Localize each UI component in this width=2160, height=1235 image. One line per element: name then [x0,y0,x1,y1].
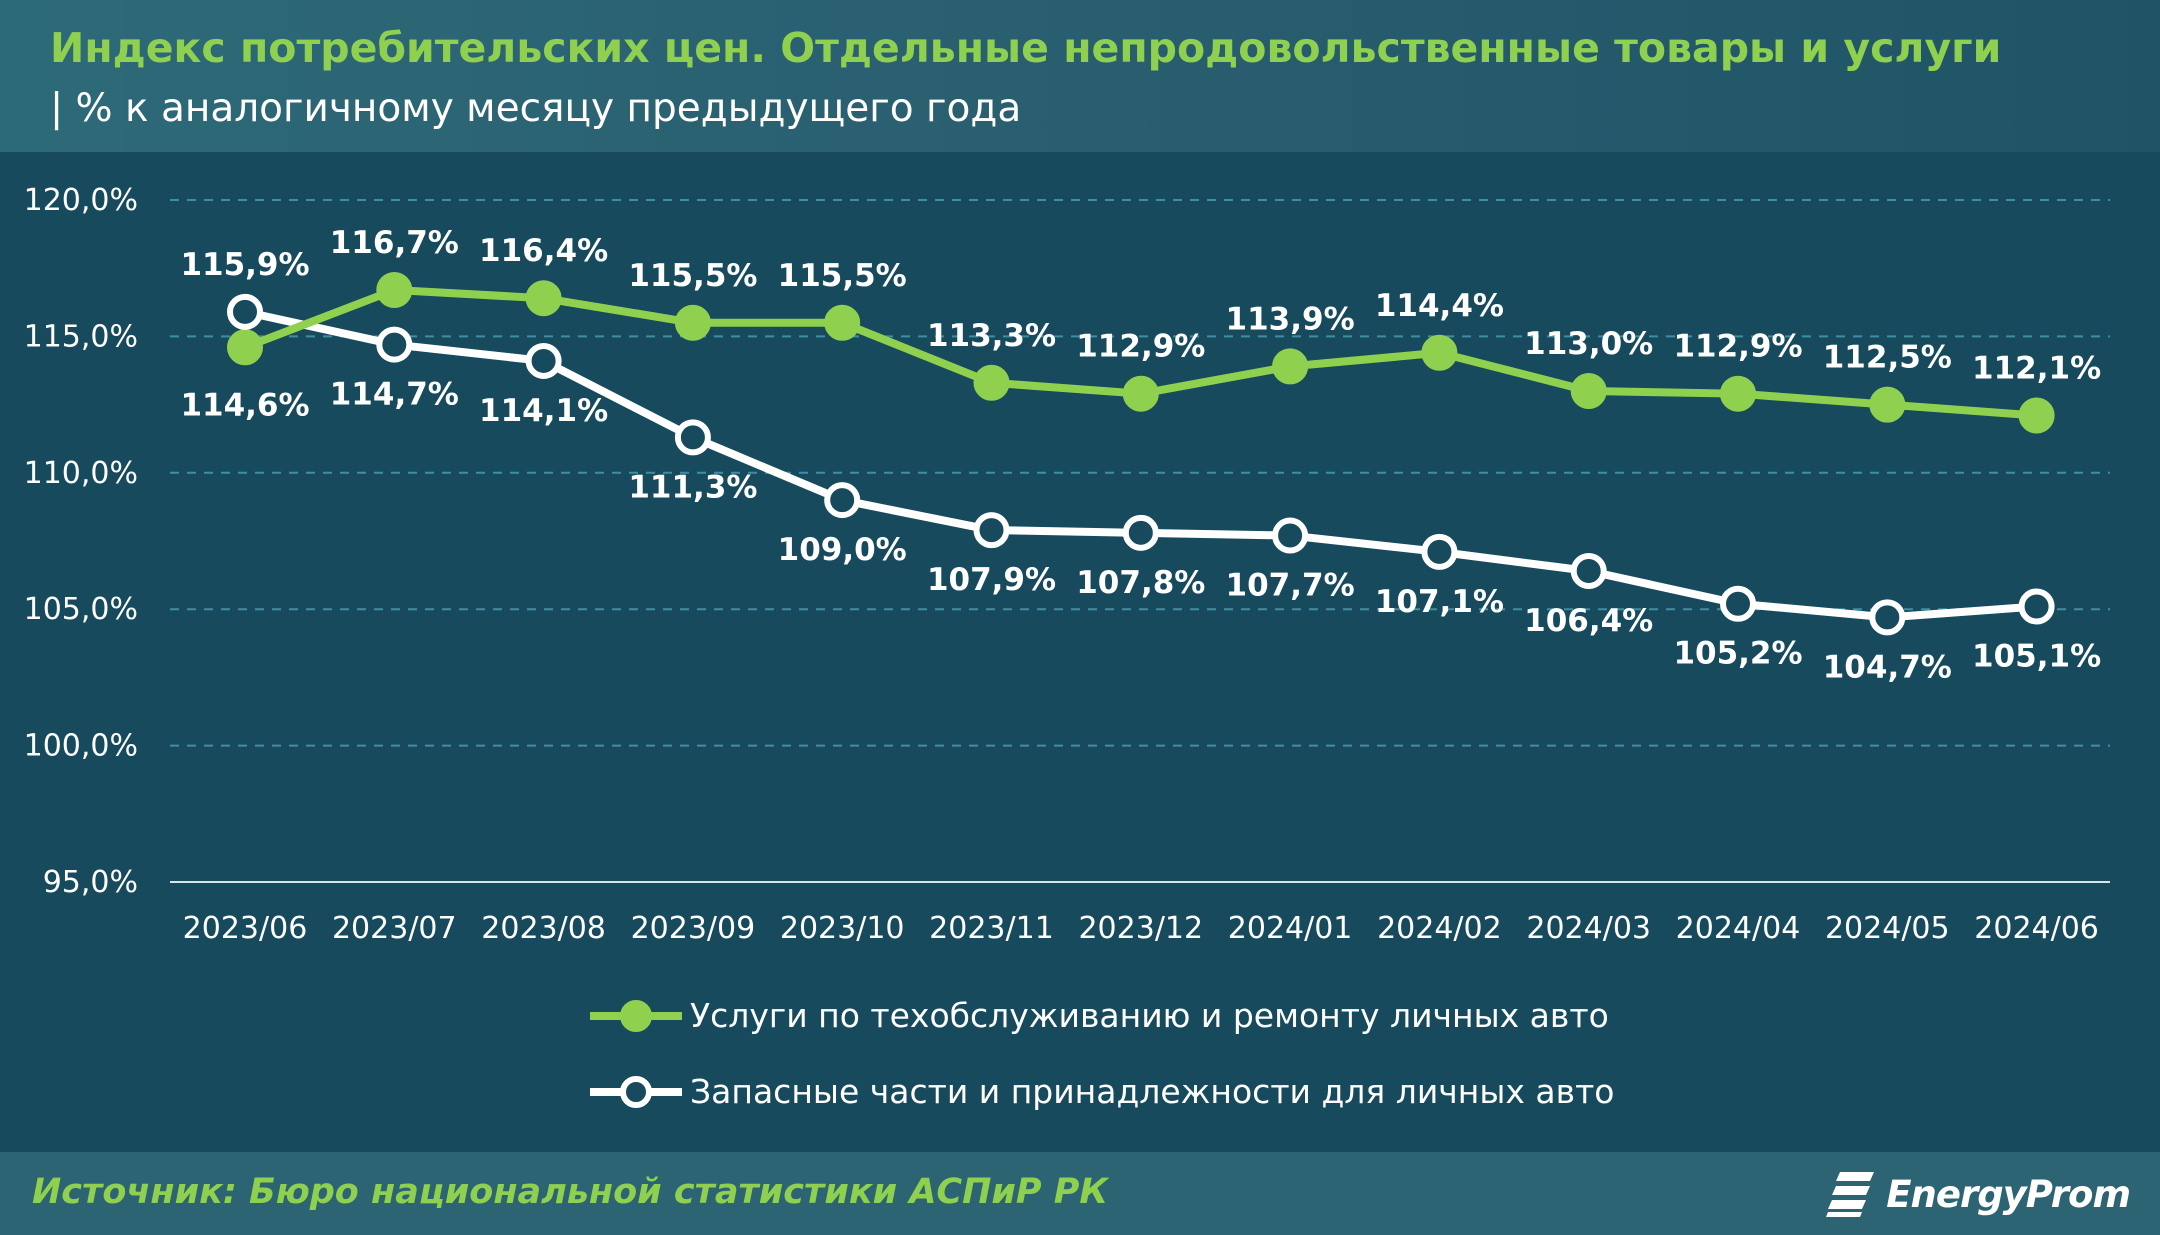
chart-footer: Источник: Бюро национальной статистики А… [0,1152,2160,1235]
chart-header: Индекс потребительских цен. Отдельные не… [0,0,2160,152]
grid-lines [170,199,2110,747]
line-chart: 95,0% 100,0% 105,0% 110,0% 115,0% 120,0% 2023/… [24,183,2110,1111]
point-parts [1122,514,1159,551]
x-tick-label: 2023/12 [1078,911,1203,946]
x-tick-label: 2024/02 [1377,911,1502,946]
data-label: 109,0% [778,532,907,568]
point-services [1570,372,1607,409]
y-tick-label: 105,0% [24,592,138,627]
x-tick-label: 2023/10 [780,911,905,946]
y-tick-label: 95,0% [43,865,138,900]
data-label: 112,5% [1823,340,1952,376]
data-label: 112,9% [1673,329,1802,365]
x-tick-label: 2024/04 [1676,911,1801,946]
y-tick-label: 100,0% [24,729,138,764]
legend: Услуги по техобслуживанию и ремонту личн… [590,996,1615,1111]
data-label: 114,6% [180,387,309,423]
data-label: 107,8% [1076,565,1205,601]
legend-label: Услуги по техобслуживанию и ремонту личн… [690,996,1609,1035]
data-label: 107,1% [1375,584,1504,620]
y-tick-label: 120,0% [24,183,138,218]
point-services [227,329,263,366]
point-parts [227,293,263,330]
chart-subtitle: | % к аналогичному месяцу предыдущего го… [50,86,1022,131]
point-parts [1720,585,1756,622]
point-parts [973,512,1010,549]
point-services [1122,375,1159,412]
legend-swatch-marker [620,1076,652,1108]
data-label: 107,7% [1226,568,1355,604]
data-label: 115,5% [628,258,757,294]
point-services [525,280,562,317]
point-services [1421,334,1458,371]
point-services [1869,386,1906,423]
legend-item-parts: Запасные части и принадлежности для личн… [590,1072,1615,1111]
data-label: 112,9% [1076,329,1205,365]
legend-label: Запасные части и принадлежности для личн… [690,1072,1615,1111]
point-services [2018,397,2055,434]
data-label: 116,7% [330,225,459,261]
data-label: 113,9% [1226,301,1355,337]
data-label: 114,4% [1375,288,1504,324]
energyprom-logo: EnergyProm [1826,1166,2131,1222]
data-label: 111,3% [628,469,757,505]
x-tick-label: 2023/08 [481,911,606,946]
legend-item-services: Услуги по техобслуживанию и ремонту личн… [590,996,1609,1035]
data-label: 115,5% [778,258,907,294]
series [227,272,2055,636]
plot-area: 95,0% 100,0% 105,0% 110,0% 115,0% 120,0% 2023/… [0,152,2160,1152]
logo-text: EnergyProm [1886,1172,2131,1216]
x-tick-label: 2024/01 [1228,911,1353,946]
x-tick-label: 2023/09 [631,911,756,946]
y-tick-label: 115,0% [24,319,138,354]
axes: 95,0% 100,0% 105,0% 110,0% 115,0% 120,0% 2023/… [24,183,2110,946]
x-tick-label: 2023/07 [332,911,457,946]
point-parts [1421,533,1458,570]
data-label: 107,9% [927,562,1056,598]
data-label: 114,7% [330,377,459,413]
point-parts [1272,517,1309,554]
point-parts [824,482,861,519]
point-services [674,304,711,341]
chart-title: Индекс потребительских цен. Отдельные не… [50,24,2002,72]
point-services [824,304,861,341]
y-tick-label: 110,0% [24,456,138,491]
data-labels: 115,9% 114,6% 116,7% 114,7% 116,4% 114,1% 115,… [180,225,2101,685]
x-tick-label: 2024/06 [1974,911,2099,946]
point-parts [525,342,562,379]
source-note: Источник: Бюро национальной статистики А… [32,1172,1109,1212]
point-services [1272,348,1309,385]
x-tick-label: 2023/06 [183,911,308,946]
energyprom-logo-icon [1826,1172,1875,1217]
point-parts [1570,553,1607,590]
data-label: 113,0% [1524,326,1653,362]
data-label: 116,4% [479,233,608,269]
point-parts [1869,599,1906,636]
point-services [973,364,1010,401]
point-parts [674,419,711,456]
data-label: 114,1% [479,393,608,429]
x-tick-label: 2024/03 [1526,911,1651,946]
point-services [1720,375,1756,412]
data-label: 113,3% [927,318,1056,354]
point-parts [376,326,413,363]
x-tick-label: 2024/05 [1825,911,1950,946]
data-label: 105,1% [1972,638,2101,674]
point-parts [2018,588,2055,625]
data-label: 104,7% [1823,649,1952,685]
data-label: 106,4% [1524,603,1653,639]
point-services [376,272,413,309]
x-tick-label: 2023/11 [929,911,1054,946]
legend-swatch-marker [620,1000,652,1032]
data-label: 112,1% [1972,351,2101,387]
data-label: 115,9% [180,247,309,283]
data-label: 105,2% [1673,636,1802,672]
